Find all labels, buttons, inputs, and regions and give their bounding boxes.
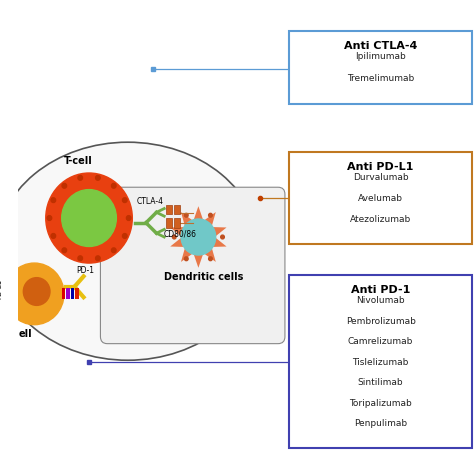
Bar [66, 288, 70, 299]
Ellipse shape [0, 142, 260, 360]
Bar [174, 218, 180, 228]
Circle shape [184, 257, 188, 261]
FancyBboxPatch shape [290, 152, 472, 244]
Circle shape [96, 256, 100, 261]
Circle shape [127, 216, 131, 220]
Circle shape [5, 263, 64, 325]
Circle shape [62, 248, 67, 253]
Text: CTLA-4: CTLA-4 [137, 197, 164, 206]
Bar [71, 288, 74, 299]
Circle shape [184, 213, 188, 217]
Text: Anti CTLA-4: Anti CTLA-4 [344, 41, 417, 51]
Text: Pembrolizumab: Pembrolizumab [346, 317, 416, 326]
Circle shape [62, 183, 67, 188]
Text: Ipilimumab: Ipilimumab [355, 52, 406, 61]
Circle shape [181, 219, 216, 255]
Circle shape [122, 234, 127, 238]
Polygon shape [170, 206, 227, 268]
Text: Avelumab: Avelumab [358, 194, 403, 203]
Circle shape [209, 213, 212, 217]
Circle shape [209, 257, 212, 261]
Circle shape [111, 248, 116, 253]
Circle shape [111, 183, 116, 188]
FancyBboxPatch shape [290, 275, 472, 448]
Circle shape [51, 234, 55, 238]
Text: Atezolizumab: Atezolizumab [350, 215, 411, 224]
Text: Sintilimab: Sintilimab [358, 378, 403, 387]
Text: Nivolumab: Nivolumab [356, 296, 405, 305]
Bar [75, 288, 79, 299]
Bar [174, 205, 180, 214]
Bar [62, 288, 65, 299]
Text: PD-L1: PD-L1 [0, 279, 2, 299]
Circle shape [51, 198, 55, 202]
Text: Durvalumab: Durvalumab [353, 173, 409, 182]
Text: Tislelizumab: Tislelizumab [353, 358, 409, 367]
Circle shape [62, 190, 117, 246]
Circle shape [221, 235, 224, 239]
Circle shape [78, 256, 82, 261]
Circle shape [96, 175, 100, 180]
Circle shape [173, 235, 176, 239]
Circle shape [46, 173, 132, 263]
Text: Penpulimab: Penpulimab [354, 419, 407, 428]
Circle shape [78, 175, 82, 180]
Bar [165, 205, 172, 214]
Circle shape [23, 278, 50, 305]
Text: PD-1: PD-1 [76, 266, 94, 275]
Text: Anti PD-L1: Anti PD-L1 [347, 162, 414, 172]
Text: Dendritic cells: Dendritic cells [164, 272, 244, 282]
Text: Camrelizumab: Camrelizumab [348, 337, 413, 346]
Text: T-cell: T-cell [64, 156, 93, 166]
Text: Anti PD-1: Anti PD-1 [351, 285, 410, 295]
Text: Toripalizumab: Toripalizumab [349, 399, 412, 408]
Circle shape [122, 198, 127, 202]
Text: ell: ell [18, 328, 32, 338]
Circle shape [47, 216, 52, 220]
Text: Tremelimumab: Tremelimumab [347, 74, 414, 83]
FancyBboxPatch shape [290, 31, 472, 104]
Bar [165, 218, 172, 228]
Text: CD80/86: CD80/86 [164, 229, 196, 238]
FancyBboxPatch shape [100, 187, 285, 344]
